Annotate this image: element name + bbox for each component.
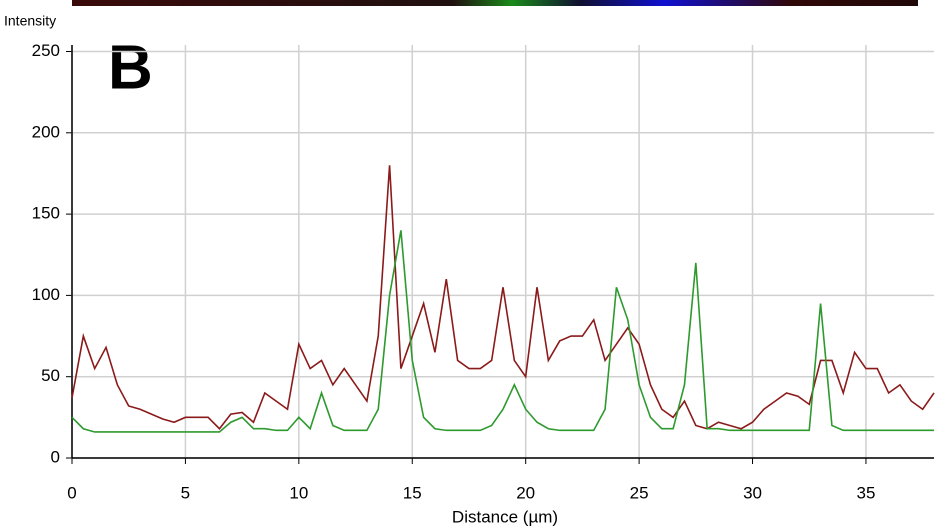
x-tick-label: 10 xyxy=(289,483,308,502)
y-axis-label: Intensity xyxy=(4,13,56,29)
y-tick-label: 100 xyxy=(32,285,60,304)
x-tick-label: 25 xyxy=(630,483,649,502)
x-tick-label: 20 xyxy=(516,483,535,502)
chart: Intensity B Distance (µm) 05010015020025… xyxy=(0,0,936,529)
x-tick-label: 0 xyxy=(67,483,76,502)
image-strip xyxy=(72,0,918,6)
y-tick-label: 150 xyxy=(32,204,60,223)
y-tick-label: 250 xyxy=(32,41,60,60)
data-line xyxy=(72,165,934,428)
y-tick-label: 0 xyxy=(51,447,60,466)
panel-label: B xyxy=(108,33,153,102)
x-tick-label: 35 xyxy=(856,483,875,502)
y-tick-label: 50 xyxy=(41,366,60,385)
x-tick-label: 15 xyxy=(403,483,422,502)
x-tick-label: 30 xyxy=(743,483,762,502)
x-axis-label: Distance (µm) xyxy=(452,507,558,526)
x-tick-label: 5 xyxy=(181,483,190,502)
y-tick-label: 200 xyxy=(32,122,60,141)
